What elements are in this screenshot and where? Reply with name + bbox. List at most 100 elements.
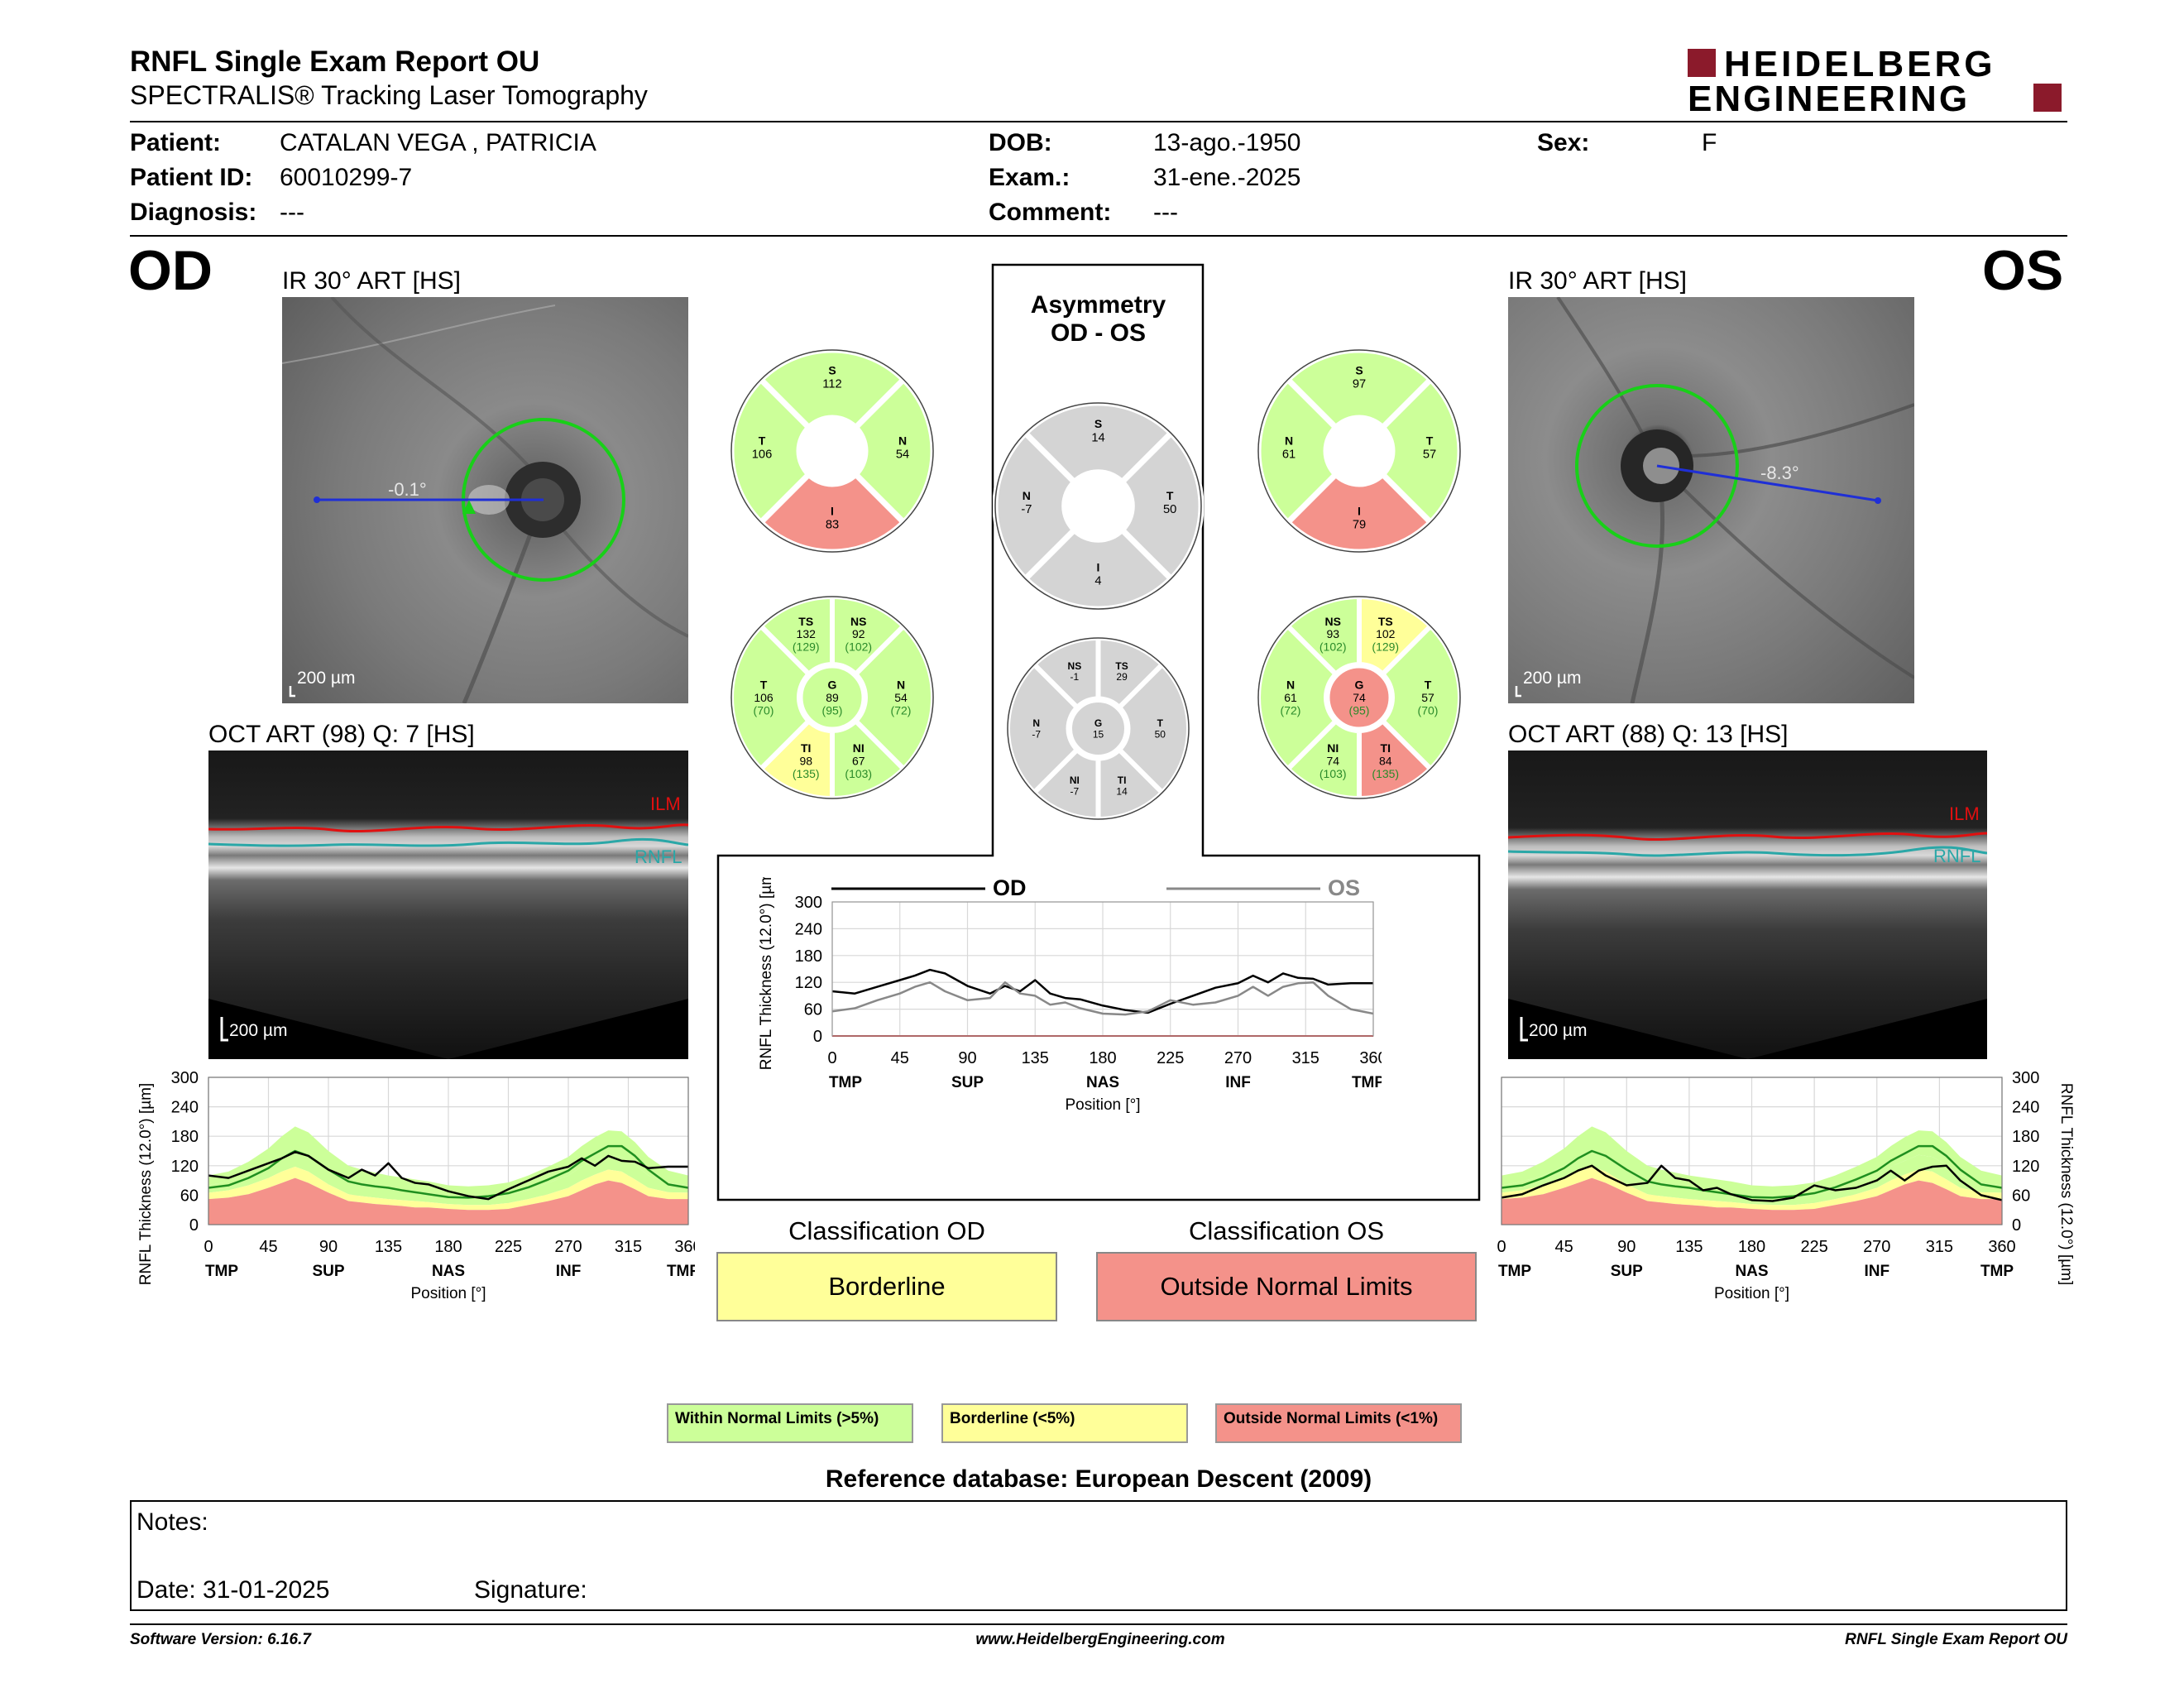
od-oct-scale: 200 µm — [229, 1021, 287, 1040]
y-tick-label: 60 — [180, 1187, 199, 1205]
sector-g — [1068, 698, 1128, 759]
logo-line-1: HEIDELBERG — [1724, 44, 1996, 84]
sector-reference: (70) — [1418, 703, 1439, 717]
od-ilm-label: ILM — [650, 794, 681, 814]
x-tick-label: 0 — [827, 1049, 836, 1067]
exam-label: Exam.: — [989, 164, 1070, 191]
asymmetry-title-1: Asymmetry — [1030, 291, 1166, 319]
y-axis-label: RNFL Thickness (12.0°) [µm] — [758, 877, 775, 1070]
x-tick-label: 315 — [615, 1238, 642, 1256]
sector-reference: (102) — [1320, 640, 1347, 654]
od-os-comparison-chart: OD OS 0 60 120 180 240 300 0 45 90 135 180 225 270 315 3… — [758, 877, 1382, 1114]
x-tick-label: 270 — [1863, 1238, 1890, 1256]
legend-os: OS — [1328, 877, 1360, 900]
sector-value: 57 — [1421, 691, 1434, 704]
x-tick-label: 45 — [891, 1049, 909, 1067]
logo-line-2: ENGINEERING — [1688, 79, 1971, 119]
sector-value: 112 — [822, 377, 841, 391]
sector-value: 92 — [852, 627, 865, 640]
sector-value: 54 — [896, 448, 909, 461]
x-tick-label: 90 — [958, 1049, 976, 1067]
sector-value: 79 — [1353, 518, 1366, 531]
footer-website[interactable]: www.HeidelbergEngineering.com — [975, 1631, 1225, 1648]
sector-reference: (70) — [754, 703, 774, 717]
od-sector-chart: TS132(129)NS92(102)N54(72)NI67(103)TI98(… — [729, 594, 936, 801]
header-rule — [130, 121, 2067, 122]
sector-label: T — [759, 434, 766, 447]
x-region-label: SUP — [1611, 1263, 1643, 1280]
sector-value: 84 — [1379, 755, 1392, 768]
x-region-label: SUP — [312, 1263, 344, 1280]
sector-value: 83 — [826, 518, 839, 531]
x-tick-label: 0 — [1497, 1238, 1506, 1256]
sector-value: 106 — [752, 448, 773, 461]
sector-reference: (135) — [793, 767, 820, 780]
y-tick-label: 240 — [795, 920, 822, 938]
notes-box[interactable]: Notes: Date: 31-01-2025 Signature: — [130, 1500, 2067, 1611]
heidelberg-logo: HEIDELBERG ENGINEERING — [1688, 44, 2068, 119]
classification-os-box: Outside Normal Limits — [1096, 1252, 1477, 1321]
x-tick-label: 360 — [1359, 1049, 1382, 1067]
os-ilm-label: ILM — [1949, 803, 1980, 824]
y-tick-label: 120 — [795, 974, 822, 992]
plot-frame — [208, 1077, 689, 1225]
os-eye-label: OS — [1982, 239, 2064, 302]
x-tick-label: 225 — [495, 1238, 522, 1256]
y-axis-label: RNFL Thickness (12.0°) [µm] — [2057, 1083, 2075, 1286]
normal-band — [208, 1126, 688, 1197]
notes-label: Notes: — [136, 1508, 208, 1536]
sector-reference: (95) — [1349, 703, 1370, 717]
x-tick-label: 180 — [1738, 1238, 1765, 1256]
footer-version: Software Version: 6.16.7 — [130, 1631, 311, 1648]
y-tick-label: 0 — [813, 1028, 822, 1046]
sector-label: T — [1157, 717, 1164, 729]
os-oct-scale: 200 µm — [1529, 1021, 1587, 1040]
sex-label: Sex: — [1537, 129, 1590, 156]
legend-within: Within Normal Limits (>5%) — [667, 1403, 913, 1443]
comment-label: Comment: — [989, 199, 1112, 226]
asymmetry-frame — [716, 263, 1481, 1201]
sector-reference: (129) — [1372, 640, 1399, 654]
patient-rule — [130, 235, 2067, 237]
x-region-label: TMP — [1498, 1263, 1531, 1280]
sector-value: 67 — [852, 755, 865, 768]
reference-database: Reference database: European Descent (20… — [825, 1465, 1372, 1493]
x-tick-label: 135 — [375, 1238, 402, 1256]
report-subtitle: SPECTRALIS® Tracking Laser Tomography — [130, 80, 648, 110]
sector-label: NI — [853, 741, 864, 755]
x-tick-label: 90 — [319, 1238, 338, 1256]
classification-od-title: Classification OD — [788, 1216, 985, 1245]
asym-quadrant-chart: S14 T50 I 4 N-7 — [993, 400, 1204, 611]
diagnosis-label: Diagnosis: — [130, 199, 257, 226]
sector-value: 50 — [1163, 503, 1176, 516]
y-tick-label: 240 — [2012, 1099, 2039, 1117]
y-axis-label: RNFL Thickness (12.0°) [µm] — [137, 1083, 155, 1286]
sector-value: 89 — [826, 691, 839, 704]
sector-label: NS — [1325, 615, 1341, 628]
legend-outside-label: Outside Normal Limits (<1%) — [1224, 1410, 1439, 1427]
x-region-label: NAS — [1086, 1074, 1119, 1091]
sector-label: N — [1285, 434, 1293, 447]
legend-outside: Outside Normal Limits (<1%) — [1215, 1403, 1462, 1443]
x-region-label: SUP — [951, 1074, 984, 1091]
x-region-label: INF — [556, 1263, 582, 1280]
patient-id-value: 60010299-7 — [280, 164, 413, 191]
os-fundus-image: -8.3° 200 µm — [1508, 297, 1914, 703]
x-region-label: INF — [1864, 1263, 1889, 1280]
od-oct-bscan: ILM RNFL 200 µm — [208, 750, 688, 1059]
legend-within-label: Within Normal Limits (>5%) — [675, 1410, 879, 1427]
sector-g — [798, 664, 866, 731]
y-tick-label: 300 — [2012, 1069, 2039, 1087]
sector-label: I — [1358, 504, 1361, 517]
os-rnfl-label: RNFL — [1933, 846, 1980, 866]
sector-value: 74 — [1326, 755, 1339, 768]
sector-label: I — [831, 504, 834, 517]
x-tick-label: 225 — [1800, 1238, 1827, 1256]
x-tick-label: 135 — [1675, 1238, 1703, 1256]
classification-od-box: Borderline — [716, 1252, 1057, 1321]
y-tick-label: 120 — [2012, 1158, 2039, 1176]
x-region-label: NAS — [432, 1263, 465, 1280]
sector-label: T — [1425, 679, 1432, 692]
y-tick-label: 0 — [189, 1216, 199, 1235]
